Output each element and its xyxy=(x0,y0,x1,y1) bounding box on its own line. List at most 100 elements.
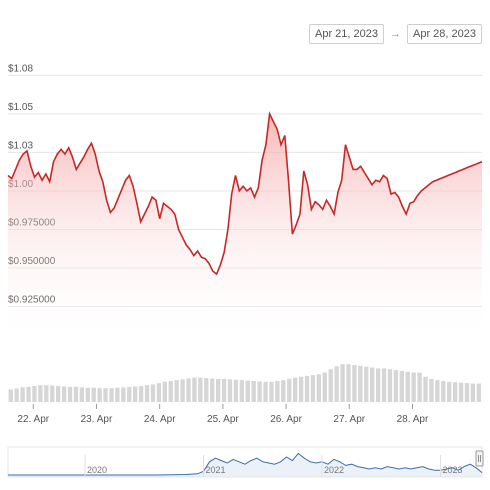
volume-bar xyxy=(103,388,108,402)
volume-bar xyxy=(192,377,197,402)
volume-bar xyxy=(364,366,369,402)
volume-bar xyxy=(20,387,25,402)
x-tick-label: 27. Apr xyxy=(333,414,365,425)
volume-bar xyxy=(263,381,268,402)
volume-bar xyxy=(38,385,43,402)
volume-bar xyxy=(393,370,399,402)
volume-bar xyxy=(150,384,156,402)
navigator-tick-label: 2020 xyxy=(87,465,107,475)
navigator-area xyxy=(8,453,482,477)
volume-bar xyxy=(32,386,37,402)
volume-bar xyxy=(375,368,381,402)
volume-bar xyxy=(115,387,120,402)
volume-bar xyxy=(346,364,351,402)
volume-bar xyxy=(186,378,191,402)
navigator-tick-label: 2023 xyxy=(443,465,463,475)
volume-bar xyxy=(441,381,446,402)
volume-bar xyxy=(287,378,292,402)
y-tick-label: $1.08 xyxy=(8,63,33,74)
volume-bar xyxy=(233,379,239,402)
volume-bar xyxy=(144,385,150,402)
volume-bar xyxy=(399,370,404,402)
volume-bar xyxy=(133,386,138,402)
navigator-handle-grip-icon[interactable] xyxy=(478,455,481,462)
volume-bar xyxy=(156,383,162,402)
navigator-line xyxy=(8,452,483,476)
volume-bar xyxy=(91,387,96,402)
volume-bar xyxy=(85,387,90,402)
volume-bar xyxy=(464,383,470,402)
volume-bar xyxy=(293,377,298,402)
volume-bar xyxy=(281,380,286,402)
volume-bar xyxy=(458,382,464,402)
volume-bar xyxy=(56,386,61,402)
volume-bar xyxy=(215,378,221,402)
volume-bar xyxy=(435,380,440,402)
volume-bar xyxy=(316,374,322,402)
volume-bar xyxy=(411,372,416,402)
volume-bar xyxy=(162,381,167,402)
navigator[interactable]: 2020 2021 2022 2023 xyxy=(7,446,484,478)
volume-bar xyxy=(245,380,250,402)
volume-bar xyxy=(257,381,262,402)
volume-bar xyxy=(79,387,85,402)
volume-bar xyxy=(50,385,55,402)
volume-bar xyxy=(44,385,49,402)
volume-bar xyxy=(417,372,422,402)
volume-bar xyxy=(423,376,428,402)
volume-bar xyxy=(227,379,233,402)
volume-bar xyxy=(221,378,227,402)
volume-bar xyxy=(73,386,79,402)
navigator-tick-label: 2022 xyxy=(324,465,344,475)
volume-bar xyxy=(322,372,327,402)
volume-bar xyxy=(358,365,363,402)
price-line xyxy=(7,111,483,276)
volume-bar xyxy=(298,376,304,402)
volume-bar xyxy=(210,378,215,402)
volume-bar xyxy=(14,388,19,402)
volume-bar xyxy=(174,380,179,402)
volume-bar xyxy=(8,389,13,402)
range-from-input[interactable]: Apr 21, 2023 xyxy=(309,24,384,44)
volume-bar xyxy=(198,377,203,402)
range-to-input[interactable]: Apr 28, 2023 xyxy=(407,24,482,44)
volume-bar xyxy=(381,368,387,402)
volume-bar xyxy=(251,381,256,402)
volume-bar xyxy=(334,366,339,402)
volume-bar xyxy=(239,380,244,402)
y-tick-label: $1.03 xyxy=(8,140,33,151)
range-arrow-icon: → xyxy=(390,28,401,40)
volume-bar xyxy=(67,386,73,402)
volume-bar xyxy=(310,375,316,402)
x-axis: 22. Apr 23. Apr 24. Apr 25. Apr 26. Apr 27. A… xyxy=(17,404,429,425)
x-tick-label: 26. Apr xyxy=(270,414,302,425)
x-tick-label: 28. Apr xyxy=(397,414,429,425)
navigator-tick-label: 2021 xyxy=(206,465,226,475)
volume-bar xyxy=(97,388,102,402)
volume-bar xyxy=(470,383,476,402)
volume-bar xyxy=(387,369,393,402)
volume-bar xyxy=(304,375,310,402)
volume-bar xyxy=(340,364,345,402)
volume-bar xyxy=(61,386,67,402)
volume-bar xyxy=(180,379,185,402)
volume-bar xyxy=(476,383,481,402)
x-tick-label: 24. Apr xyxy=(144,414,176,425)
y-tick-label: $1.05 xyxy=(8,102,33,113)
volume-bar xyxy=(26,386,31,402)
volume-bar xyxy=(447,381,452,402)
volume-bar xyxy=(352,365,357,402)
volume-bar xyxy=(429,378,434,402)
volume-bar xyxy=(204,378,209,402)
date-range-selector: Apr 21, 2023 → Apr 28, 2023 xyxy=(309,24,482,44)
volume-bar xyxy=(452,382,458,402)
volume-bar xyxy=(121,387,126,402)
x-tick-label: 23. Apr xyxy=(81,414,113,425)
volume-bar xyxy=(328,369,333,402)
volume-bar xyxy=(275,381,280,402)
volume-bar xyxy=(138,386,144,402)
volume-bar xyxy=(127,386,132,402)
volume-bars xyxy=(8,364,481,402)
navigator-handle[interactable] xyxy=(475,450,484,467)
